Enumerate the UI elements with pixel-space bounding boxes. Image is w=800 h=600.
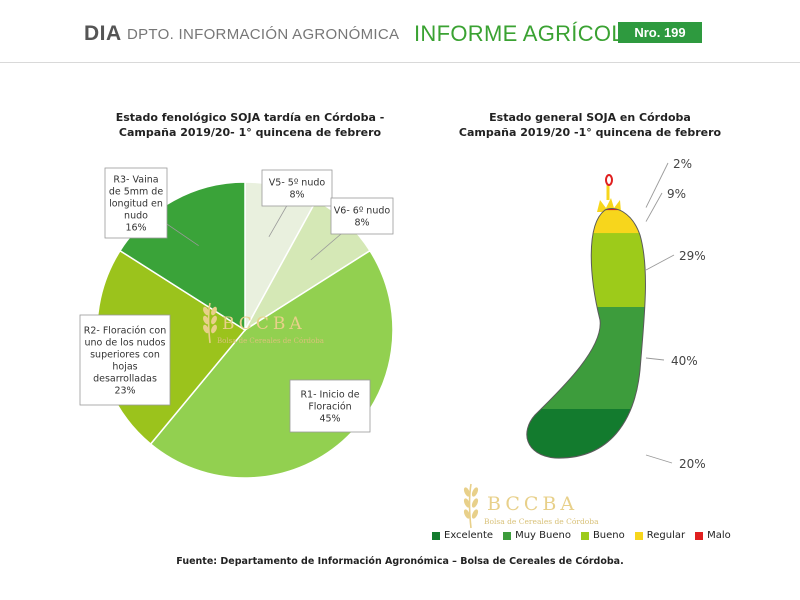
callout-box: [79, 314, 171, 406]
legend-label: Regular: [646, 530, 686, 541]
legend-item: Excelente: [432, 530, 493, 541]
legend-item: Muy Bueno: [503, 530, 571, 541]
pct-label-excelente: 20%: [679, 457, 706, 471]
legend-label: Muy Bueno: [515, 530, 571, 541]
legend-swatch: [580, 531, 589, 540]
callout-label-line: hojas: [112, 362, 137, 373]
callout-label-line: R2- Floración con: [84, 326, 167, 337]
callout-box: [104, 167, 168, 239]
logo-subtitle: Bolsa de Cereales de Córdoba: [484, 517, 599, 526]
legend-swatch: [503, 531, 512, 540]
callout-label-line: desarrolladas: [93, 374, 157, 385]
wheat-icon: [203, 302, 217, 344]
legend-label: Malo: [707, 530, 731, 541]
pod-outline: [526, 208, 646, 459]
condition-chart-title: Estado general SOJA en Córdoba Campaña 2…: [455, 110, 725, 140]
callout-label-line: nudo: [124, 211, 148, 222]
callout-label-line: V6- 6º nudo: [334, 206, 391, 217]
pct-leader-line: [645, 254, 675, 271]
callout-label-line: 8%: [354, 218, 369, 229]
legend-swatch: [432, 531, 440, 540]
callout-label-line: 8%: [289, 190, 304, 201]
report-header: DIA DPTO. INFORMACIÓN AGRONÓMICA INFORME…: [0, 0, 800, 63]
logo-letters: BCCBA: [487, 493, 578, 515]
source-footer: Fuente: Departamento de Información Agro…: [176, 556, 624, 567]
pie-chart-title: Estado fenológico SOJA tardía en Córdoba…: [100, 110, 400, 140]
condition-legend: Excelente Muy Bueno Bueno Regular Malo: [432, 530, 731, 541]
legend-item: Regular: [634, 530, 686, 541]
callout-label-line: Floración: [308, 402, 351, 413]
department-label: DPTO. INFORMACIÓN AGRONÓMICA: [127, 26, 400, 43]
legend-label: Excelente: [444, 530, 494, 541]
pct-label-malo: 2%: [673, 157, 693, 171]
pct-label-bueno: 29%: [679, 249, 706, 263]
callout-box: [330, 197, 394, 235]
callout-label-line: R1- Inicio de: [300, 390, 359, 401]
callout-box: [261, 169, 333, 207]
callout-label-line: V5- 5º nudo: [269, 178, 326, 189]
pct-label-muy-bueno: 40%: [671, 354, 698, 368]
pct-leader-line: [645, 162, 669, 208]
callout-label-line: uno de los nudos: [84, 338, 165, 349]
pct-leader-line: [645, 357, 665, 361]
pct-label-regular: 9%: [667, 187, 687, 201]
condition-title-line1: Estado general SOJA en Córdoba: [489, 111, 691, 124]
legend-swatch: [695, 531, 704, 540]
legend-item: Malo: [695, 530, 731, 541]
legend-swatch: [634, 531, 643, 540]
callout-label-line: R3- Vaina: [113, 175, 158, 186]
callout-box: [289, 379, 371, 433]
callout-label-line: 16%: [125, 223, 146, 234]
legend-label: Bueno: [592, 530, 625, 541]
report-number-badge: Nro. 199: [618, 22, 702, 43]
callout-label-line: longitud en: [109, 199, 163, 210]
condition-title-line2: Campaña 2019/20 -1° quincena de febrero: [458, 126, 722, 139]
callout-label-line: de 5mm de: [109, 187, 163, 198]
callout-label-line: 23%: [114, 386, 135, 397]
legend-item: Bueno: [580, 530, 625, 541]
pct-leader-line: [645, 454, 673, 464]
logo-subtitle: Bolsa de Cereales de Córdoba: [217, 337, 324, 345]
dia-label: DIA: [84, 22, 122, 45]
logo-letters: BCCBA: [222, 314, 306, 334]
pct-leader-line: [645, 192, 663, 222]
wheat-icon: [463, 483, 479, 529]
pod-tip: [605, 174, 613, 186]
callout-label-line: superiores con: [90, 350, 160, 361]
callout-label-line: 45%: [319, 414, 340, 425]
pie-title-line2: Campaña 2019/20- 1° quincena de febrero: [118, 126, 382, 139]
bccba-logo-pie: BCCBA Bolsa de Cereales de Córdoba: [203, 302, 324, 345]
report-title: INFORME AGRÍCOLA: [414, 21, 639, 46]
pie-title-line1: Estado fenológico SOJA tardía en Córdoba…: [115, 111, 385, 124]
